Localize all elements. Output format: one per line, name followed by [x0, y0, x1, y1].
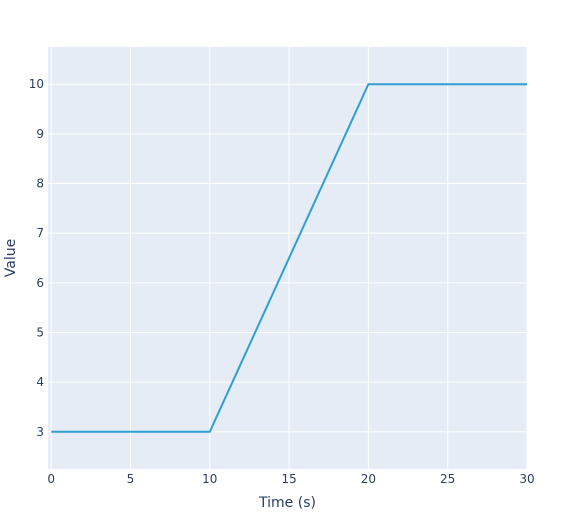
y-tick-label: 9: [36, 127, 44, 141]
x-tick-label: 5: [127, 472, 135, 486]
x-axis-title: Time (s): [258, 495, 316, 511]
y-tick-label: 6: [36, 276, 44, 290]
x-tick-label: 15: [281, 472, 296, 486]
y-tick-label: 4: [36, 375, 44, 389]
x-tick-label: 25: [440, 472, 455, 486]
y-tick-labels: 3 4 5 6 7 8 9 10: [29, 77, 44, 439]
x-tick-label: 20: [361, 472, 376, 486]
y-tick-label: 8: [36, 177, 44, 191]
series-line: [51, 83, 527, 433]
plot-area: [48, 47, 527, 469]
x-tick-labels: 0 5 10 15 20 25 30: [47, 472, 534, 486]
x-tick-label: 30: [519, 472, 534, 486]
y-tick-label: 5: [36, 325, 44, 339]
x-gridlines: [50, 47, 528, 469]
y-tick-label: 10: [29, 77, 44, 91]
y-gridlines: [48, 83, 527, 433]
x-tick-label: 0: [47, 472, 55, 486]
x-tick-label: 10: [202, 472, 217, 486]
y-tick-label: 7: [36, 226, 44, 240]
y-axis-title: Value: [3, 239, 19, 277]
y-tick-label: 3: [36, 425, 44, 439]
